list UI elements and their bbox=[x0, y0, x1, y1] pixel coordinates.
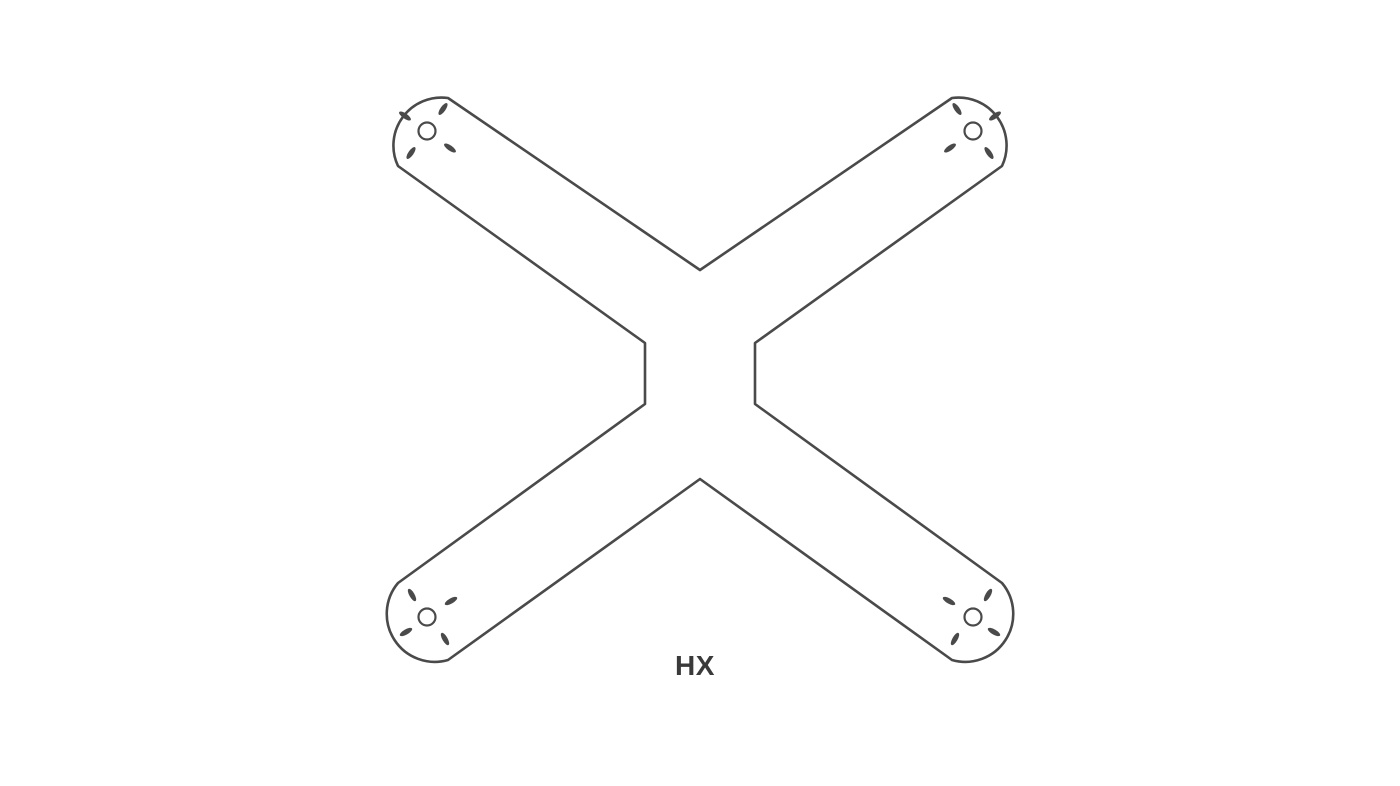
center-hole bbox=[963, 607, 983, 627]
mount-slot bbox=[987, 627, 1001, 637]
motor-mount-bottom-left bbox=[399, 588, 458, 646]
mount-slot bbox=[407, 588, 417, 602]
mount-slot bbox=[944, 143, 956, 153]
mount-slot bbox=[952, 103, 962, 115]
mount-slot bbox=[399, 627, 413, 637]
mount-slot bbox=[950, 632, 960, 646]
mount-slot bbox=[983, 588, 993, 602]
motor-mount-top-left bbox=[399, 103, 456, 159]
mount-slot bbox=[444, 596, 458, 606]
frame-label: HX bbox=[675, 650, 715, 681]
mount-slot bbox=[399, 111, 411, 121]
mount-slot bbox=[438, 103, 448, 115]
motor-mount-top-right bbox=[944, 103, 1001, 159]
mount-slot bbox=[440, 632, 450, 646]
mount-slot bbox=[942, 596, 956, 606]
mount-slot bbox=[444, 143, 456, 153]
center-hole bbox=[417, 607, 437, 627]
center-hole bbox=[417, 121, 437, 141]
frame-outline bbox=[385, 96, 1015, 664]
motor-mount-bottom-right bbox=[942, 588, 1001, 646]
mount-slot bbox=[989, 111, 1001, 121]
center-hole bbox=[963, 121, 983, 141]
mount-slot bbox=[984, 147, 994, 159]
mount-slot bbox=[406, 147, 416, 159]
